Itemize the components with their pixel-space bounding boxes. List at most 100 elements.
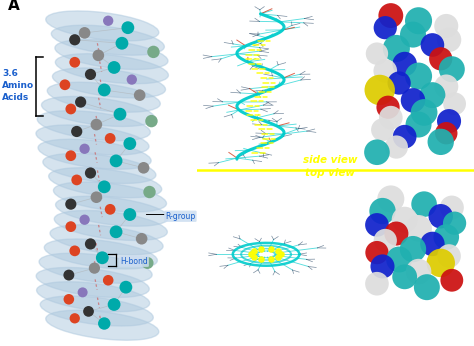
Point xyxy=(122,284,130,290)
Point xyxy=(110,302,118,307)
Point xyxy=(392,231,400,236)
Point xyxy=(437,139,445,145)
Point xyxy=(148,118,155,124)
Point xyxy=(77,99,84,105)
Point xyxy=(150,49,157,55)
Ellipse shape xyxy=(37,111,150,141)
Point xyxy=(71,248,79,254)
Point xyxy=(67,224,74,229)
Point xyxy=(91,265,98,271)
Point xyxy=(409,32,417,37)
Point xyxy=(401,134,409,139)
Point xyxy=(100,184,108,190)
Point xyxy=(118,40,126,46)
Point xyxy=(126,212,134,217)
Point xyxy=(382,238,389,243)
Point xyxy=(81,146,88,152)
Point xyxy=(443,84,450,89)
Point xyxy=(443,23,450,29)
Ellipse shape xyxy=(55,210,167,240)
Point xyxy=(415,226,422,231)
Point xyxy=(387,13,394,18)
Ellipse shape xyxy=(50,225,163,255)
Point xyxy=(395,80,403,86)
Ellipse shape xyxy=(47,82,160,112)
Point xyxy=(428,42,436,48)
Point xyxy=(387,196,394,202)
Point xyxy=(146,189,153,195)
Point xyxy=(67,201,74,207)
Point xyxy=(437,260,445,266)
Text: A: A xyxy=(8,0,19,13)
Point xyxy=(274,248,282,254)
Point xyxy=(373,51,381,56)
Point xyxy=(87,170,94,176)
Text: B: B xyxy=(204,0,215,12)
Ellipse shape xyxy=(54,182,166,212)
Point xyxy=(250,255,257,260)
Point xyxy=(382,68,389,74)
Point xyxy=(144,260,151,266)
Point xyxy=(451,101,458,107)
Point xyxy=(445,37,453,43)
Point xyxy=(99,255,106,261)
Ellipse shape xyxy=(40,296,153,326)
Point xyxy=(87,241,94,247)
Point xyxy=(257,256,265,262)
Point xyxy=(87,72,94,77)
Point xyxy=(267,247,274,252)
Point xyxy=(448,277,456,283)
Point xyxy=(420,110,428,115)
Point xyxy=(445,118,453,124)
Point xyxy=(443,130,450,136)
Point xyxy=(71,60,79,65)
Point xyxy=(71,316,79,321)
Point xyxy=(267,256,274,262)
Point xyxy=(79,290,86,295)
Point xyxy=(73,129,81,134)
Point xyxy=(409,246,417,252)
Text: H-bond: H-bond xyxy=(120,257,148,266)
Point xyxy=(428,241,436,247)
Point xyxy=(428,92,436,98)
Text: side view: side view xyxy=(302,155,357,165)
Point xyxy=(126,141,134,146)
Ellipse shape xyxy=(46,11,159,41)
Point xyxy=(138,236,146,242)
Point xyxy=(437,213,445,219)
Point xyxy=(415,73,422,79)
Point xyxy=(448,66,456,72)
Point xyxy=(124,25,132,30)
Point xyxy=(392,144,400,150)
Text: top view: top view xyxy=(305,169,355,179)
Point xyxy=(85,309,92,314)
Point xyxy=(445,253,453,259)
Point xyxy=(379,208,386,214)
Point xyxy=(100,321,108,326)
Point xyxy=(247,252,255,257)
Ellipse shape xyxy=(51,25,164,55)
Point xyxy=(92,194,100,200)
Point xyxy=(104,277,112,283)
Point xyxy=(409,98,417,103)
Ellipse shape xyxy=(55,39,168,70)
Point xyxy=(401,217,409,222)
Ellipse shape xyxy=(39,253,152,283)
Text: R-group: R-group xyxy=(165,212,195,221)
Point xyxy=(112,229,120,235)
Point xyxy=(373,149,381,155)
Point xyxy=(140,165,147,171)
Point xyxy=(67,106,74,112)
Point xyxy=(448,205,456,210)
Point xyxy=(112,158,120,164)
Text: Acids: Acids xyxy=(2,93,29,102)
Point xyxy=(373,281,381,286)
Ellipse shape xyxy=(36,282,150,312)
Point xyxy=(277,252,285,257)
Point xyxy=(250,248,257,254)
Point xyxy=(116,111,124,117)
Point xyxy=(376,87,383,93)
Point xyxy=(382,25,389,30)
Point xyxy=(65,272,73,278)
Point xyxy=(128,77,136,82)
